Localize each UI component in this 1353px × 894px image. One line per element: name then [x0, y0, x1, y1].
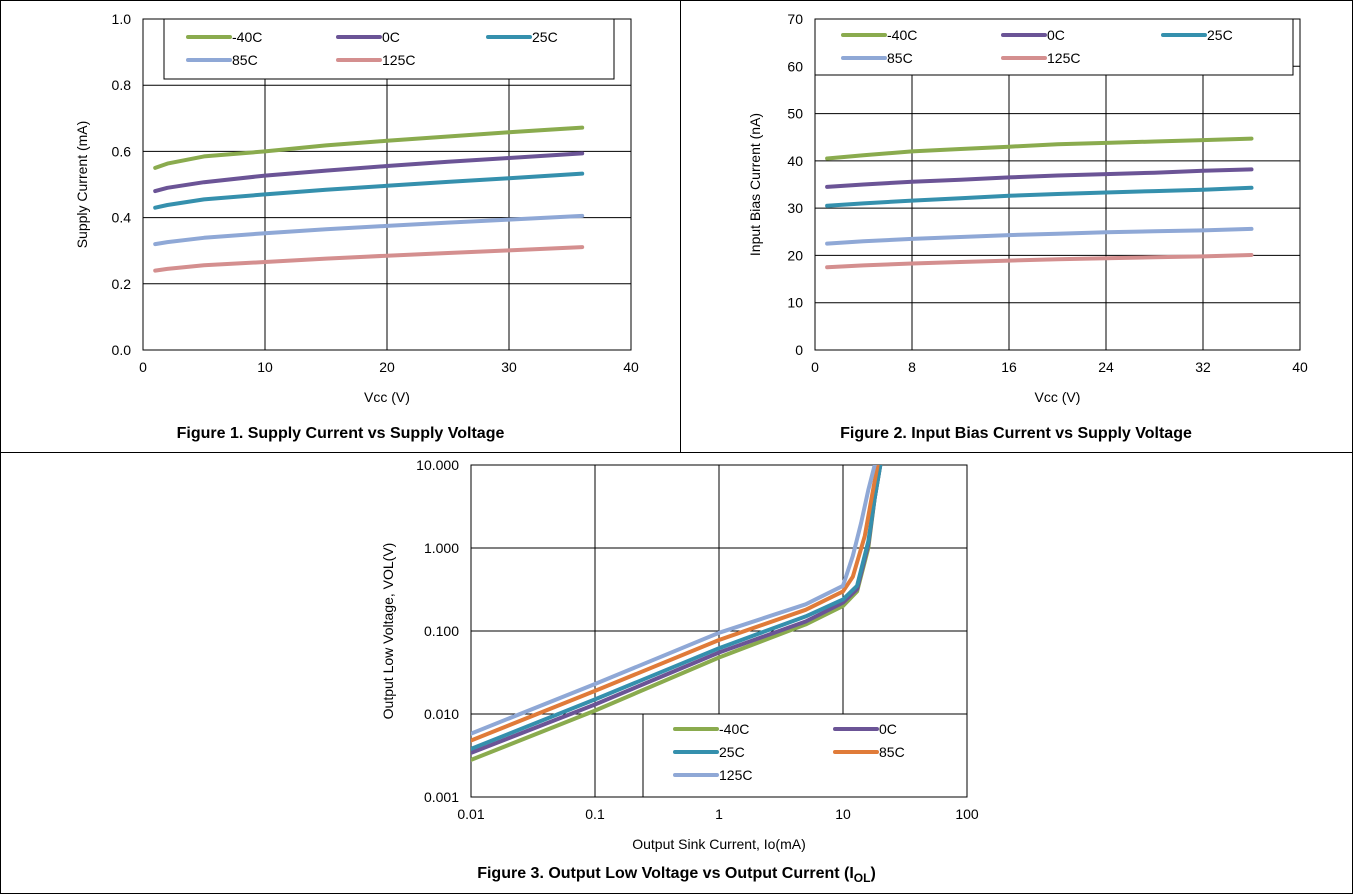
- legend-label-25c: 25C: [719, 744, 745, 760]
- y-tick-label: 0: [795, 342, 803, 358]
- x-tick-label: 24: [1098, 359, 1114, 375]
- y-tick-label: 0.4: [112, 210, 132, 226]
- figure-1-panel: 0 10 20 30 40 0.0 0.2 0.4 0.6 0.8 1.0 Vcc (V) Supply…: [0, 0, 681, 453]
- series-line-0c: [153, 151, 585, 194]
- y-tick-label: 0.2: [112, 276, 132, 292]
- x-axis-label: Vcc (V): [1035, 389, 1081, 405]
- legend-label-40c: -40C: [719, 721, 749, 737]
- figure-3-caption-subscript: OL: [853, 871, 871, 886]
- y-tick-label: 0.100: [424, 623, 459, 639]
- y-tick-label: 60: [787, 58, 803, 74]
- y-tick-label: 0.6: [112, 143, 132, 159]
- figure-2-panel: 0 8 16 24 32 40 0 10 20 30 40 50 60 70 Vcc (V) Input Bi…: [680, 0, 1353, 453]
- legend-label-25c: 25C: [1207, 27, 1233, 43]
- series-line-0c: [825, 167, 1254, 189]
- legend-label-40c: -40C: [887, 27, 917, 43]
- figure-3-caption: Figure 3. Output Low Voltage vs Output C…: [1, 865, 1352, 885]
- y-tick-label: 0.0: [112, 342, 132, 358]
- x-tick-label: 32: [1195, 359, 1211, 375]
- y-tick-label: 1.000: [424, 540, 459, 556]
- y-tick-label: 0.8: [112, 77, 132, 93]
- x-tick-label: 10: [835, 806, 851, 822]
- figure-1-caption: Figure 1. Supply Current vs Supply Volta…: [176, 425, 505, 442]
- legend-label-125c: 125C: [719, 767, 752, 783]
- series-line-40c: [153, 125, 585, 170]
- x-tick-label: 100: [955, 806, 979, 822]
- series-line-125c: [153, 245, 585, 273]
- series-line-85c: [471, 465, 880, 743]
- figure-3-caption-text: Figure 3. Output Low Voltage vs Output C…: [477, 865, 854, 882]
- series-line-125c: [471, 465, 877, 736]
- legend-box: [642, 713, 968, 798]
- y-tick-label: 1.0: [112, 11, 132, 27]
- figure-2-caption: Figure 2. Input Bias Current vs Supply V…: [840, 425, 1192, 442]
- y-tick-label: 0.001: [424, 789, 459, 805]
- figure-3-caption-end: ): [870, 865, 876, 882]
- x-tick-label: 16: [1001, 359, 1017, 375]
- legend-label-40c: -40C: [232, 29, 262, 45]
- legend-label-0c: 0C: [1047, 27, 1065, 43]
- x-axis-label: Vcc (V): [364, 389, 410, 405]
- legend-label-25c: 25C: [532, 29, 558, 45]
- y-tick-label: 10.000: [416, 457, 459, 473]
- output-low-voltage-chart: 0.01 0.1 1 10 100 0.001 0.010 0.100 1.000 10.000 O…: [380, 457, 979, 852]
- figure-3-panel: 0.01 0.1 1 10 100 0.001 0.010 0.100 1.000 10.000 O…: [0, 452, 1353, 894]
- x-tick-label: 40: [623, 359, 639, 375]
- x-axis-label: Output Sink Current, Io(mA): [632, 836, 806, 852]
- series-line-85c: [825, 226, 1254, 246]
- y-axis-label: Output Low Voltage, VOL(V): [380, 543, 396, 720]
- y-tick-label: 0.010: [424, 706, 459, 722]
- legend-label-85c: 85C: [879, 744, 905, 760]
- y-tick-label: 20: [787, 247, 803, 263]
- x-tick-label: 0.01: [457, 806, 484, 822]
- input-bias-current-chart: 0 8 16 24 32 40 0 10 20 30 40 50 60 70 Vcc (V) Input Bi…: [747, 11, 1308, 405]
- x-tick-label: 30: [501, 359, 517, 375]
- legend-label-85c: 85C: [887, 50, 913, 66]
- legend-label-85c: 85C: [232, 52, 258, 68]
- legend-box: [163, 18, 615, 80]
- legend-label-0c: 0C: [382, 29, 400, 45]
- legend-label-125c: 125C: [1047, 50, 1080, 66]
- legend-box: [814, 18, 1294, 76]
- legend-label-125c: 125C: [382, 52, 415, 68]
- x-tick-label: 40: [1292, 359, 1308, 375]
- y-axis-label: Input Bias Current (nA): [747, 113, 763, 256]
- y-tick-label: 10: [787, 295, 803, 311]
- series-line-125c: [825, 253, 1254, 270]
- legend-label-0c: 0C: [879, 721, 897, 737]
- y-tick-label: 50: [787, 106, 803, 122]
- x-tick-label: 0: [139, 359, 147, 375]
- x-tick-label: 0: [811, 359, 819, 375]
- series-line-85c: [153, 213, 585, 247]
- x-tick-label: 10: [257, 359, 273, 375]
- series-line-25c: [471, 465, 883, 751]
- x-tick-label: 8: [908, 359, 916, 375]
- y-tick-label: 30: [787, 200, 803, 216]
- series-line-25c: [825, 185, 1254, 208]
- series-line-25c: [153, 171, 585, 210]
- x-tick-label: 1: [715, 806, 723, 822]
- y-axis-label: Supply Current (mA): [74, 121, 90, 249]
- y-tick-label: 40: [787, 153, 803, 169]
- y-tick-label: 70: [787, 11, 803, 27]
- x-tick-label: 20: [379, 359, 395, 375]
- series-line-40c: [825, 136, 1254, 161]
- supply-current-chart: 0 10 20 30 40 0.0 0.2 0.4 0.6 0.8 1.0 Vcc (V) Supply…: [74, 11, 639, 405]
- x-tick-label: 0.1: [585, 806, 605, 822]
